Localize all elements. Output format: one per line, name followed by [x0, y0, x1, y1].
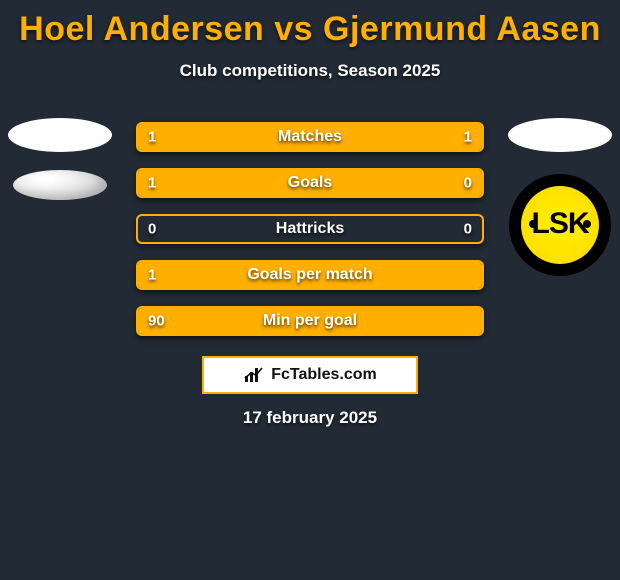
page-subtitle: Club competitions, Season 2025	[0, 61, 620, 81]
stat-bar-left-fill	[138, 124, 310, 150]
right-badge-1-oval	[508, 118, 612, 152]
lsk-badge-inner: LSK	[521, 186, 599, 264]
stat-row: Hattricks 0 0	[136, 214, 484, 244]
stat-value-right: 1	[464, 129, 472, 146]
brand-text: FcTables.com	[271, 366, 377, 384]
stat-value-left: 90	[148, 313, 165, 330]
stat-value-left: 1	[148, 175, 156, 192]
stat-value-left: 1	[148, 267, 156, 284]
right-club-badge-lsk: LSK	[509, 174, 611, 276]
stat-row: Goals10	[136, 168, 484, 198]
brand-box: FcTables.com	[202, 356, 418, 394]
bar-chart-icon	[243, 366, 265, 384]
footer-date: 17 february 2025	[0, 408, 620, 428]
lsk-badge-text: LSK	[532, 207, 589, 241]
lsk-dot-icon	[583, 220, 591, 228]
right-player-badges: LSK	[500, 118, 620, 276]
stat-value-left: 0	[148, 221, 156, 238]
stat-bar-left-fill	[138, 170, 403, 196]
lsk-dot-icon	[529, 220, 537, 228]
stat-value-left: 1	[148, 129, 156, 146]
stat-row: Goals per match1	[136, 260, 484, 290]
stat-bar-right-fill	[310, 124, 482, 150]
stat-value-right: 0	[464, 175, 472, 192]
left-badge-1-oval	[8, 118, 112, 152]
page-title: Hoel Andersen vs Gjermund Aasen	[0, 0, 620, 49]
stat-row: Matches11	[136, 122, 484, 152]
stat-bar-left-fill	[138, 308, 482, 334]
stat-row: Min per goal90	[136, 306, 484, 336]
left-badge-2-oval	[13, 170, 107, 200]
stat-bars: Matches11Goals10Hattricks00Goals per mat…	[136, 122, 484, 352]
stat-label: Hattricks	[276, 220, 344, 238]
stat-value-right: 0	[464, 221, 472, 238]
left-player-badges	[0, 118, 120, 218]
stat-bar-left-fill	[138, 262, 482, 288]
comparison-infographic: Hoel Andersen vs Gjermund Aasen Club com…	[0, 0, 620, 580]
